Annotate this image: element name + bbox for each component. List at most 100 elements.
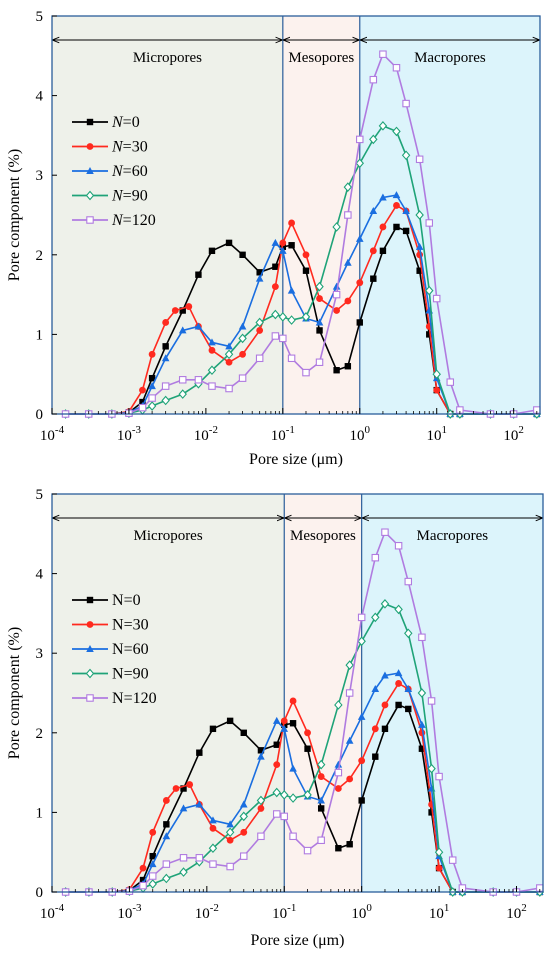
legend-label-value: =120 (123, 212, 156, 229)
data-point (178, 326, 187, 334)
legend-label-value: =0 (124, 592, 141, 609)
legend-label: N=90 (112, 666, 149, 683)
data-point (372, 753, 379, 760)
data-point (287, 354, 296, 363)
data-point (432, 294, 441, 303)
data-point (393, 202, 400, 209)
region-label: Micropores (134, 528, 203, 544)
data-point (432, 369, 441, 380)
series-line (65, 682, 540, 893)
data-point (195, 800, 204, 808)
data-point (392, 191, 401, 199)
data-point (178, 389, 187, 399)
data-point (209, 824, 217, 832)
legend: N=0N=30N=60N=90N=120 (72, 592, 157, 707)
data-point (255, 317, 264, 328)
data-point (162, 873, 171, 884)
data-point (304, 745, 311, 752)
data-point (317, 836, 325, 845)
region-label: Macropores (414, 50, 486, 66)
data-point (346, 775, 354, 783)
data-point (304, 729, 311, 737)
data-point (425, 219, 434, 227)
data-point (379, 193, 387, 201)
data-point (316, 327, 323, 334)
data-point (334, 760, 343, 768)
data-point (395, 701, 402, 709)
data-point (448, 856, 457, 864)
data-point (288, 793, 298, 803)
data-point (315, 281, 324, 292)
data-point (238, 374, 247, 382)
data-point (333, 307, 341, 314)
data-point (317, 796, 325, 804)
data-point (149, 828, 157, 836)
data-point (371, 553, 380, 562)
data-point (225, 239, 233, 247)
data-point (356, 279, 364, 287)
x-tick-label: 102 (503, 424, 524, 444)
data-point (315, 358, 324, 367)
data-point (315, 318, 324, 326)
legend-label: N=0 (112, 592, 141, 609)
data-point (273, 741, 280, 748)
x-tick-exponent: 0 (365, 424, 371, 436)
data-point (434, 847, 444, 858)
legend-label-prefix: N (112, 666, 124, 683)
data-point (225, 342, 233, 350)
legend-label: N=0 (111, 114, 140, 131)
data-point (344, 258, 352, 266)
y-tick-label: 1 (36, 327, 44, 343)
data-point (416, 251, 424, 259)
x-tick-label: 10-4 (40, 424, 65, 444)
legend-label-value: =90 (123, 188, 148, 205)
data-point (179, 867, 188, 877)
legend-label-value: =30 (124, 617, 149, 634)
x-tick-exponent: -2 (209, 424, 218, 436)
data-point (428, 809, 435, 816)
data-point (148, 860, 157, 868)
region-label: Micropores (133, 50, 202, 66)
data-point (226, 862, 234, 871)
data-point (289, 764, 297, 772)
data-point (316, 759, 326, 770)
data-point (255, 274, 264, 282)
data-point (148, 374, 156, 382)
data-point (226, 717, 234, 725)
x-tick-exponent: -3 (132, 424, 142, 436)
data-point (404, 685, 413, 693)
data-point (446, 378, 455, 386)
data-point (256, 327, 264, 334)
data-point (404, 628, 413, 639)
y-tick-label: 3 (36, 168, 44, 184)
data-point (371, 725, 379, 733)
x-tick-label: 102 (506, 902, 527, 922)
data-point (332, 222, 341, 232)
data-point (369, 75, 378, 84)
x-tick-label: 100 (350, 424, 371, 444)
data-point (316, 295, 323, 302)
y-tick-label: 1 (36, 805, 44, 821)
data-point (381, 725, 389, 733)
data-point (271, 332, 280, 340)
data-point (415, 210, 424, 220)
data-point (225, 358, 233, 366)
data-point (288, 242, 295, 249)
legend-label: N=30 (112, 617, 149, 634)
data-point (138, 403, 147, 412)
region-label: Mesopores (288, 50, 354, 66)
data-point (334, 785, 342, 792)
data-point (358, 757, 366, 765)
x-tick-exponent: 2 (521, 902, 527, 914)
data-point (239, 350, 246, 358)
data-point (272, 810, 281, 818)
data-point (289, 697, 297, 705)
legend-marker (86, 118, 94, 126)
data-point (271, 283, 279, 291)
x-tick-exponent: -1 (286, 424, 295, 436)
data-point (415, 242, 424, 250)
data-point (393, 223, 400, 231)
y-tick-label: 2 (36, 726, 44, 742)
data-point (279, 246, 287, 254)
data-point (343, 182, 353, 192)
